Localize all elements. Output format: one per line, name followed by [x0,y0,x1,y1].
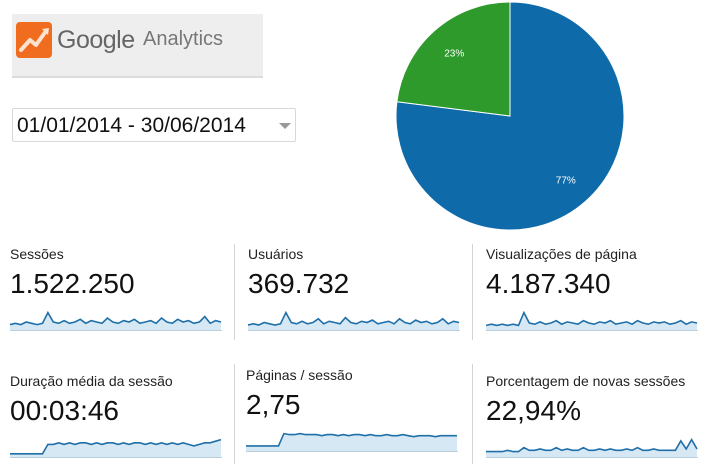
sparkline [246,432,458,452]
metric-label: Visualizações de página [486,246,637,262]
logo-analytics-text: Analytics [143,28,224,50]
sparkline-line [10,438,222,455]
pie-slice-label: 77% [556,175,576,186]
metric-label: Páginas / sessão [246,367,353,383]
metric-label: Duração média da sessão [10,373,173,389]
metric-value: 4.187.340 [486,268,611,299]
divider [472,244,473,340]
sparkline-line [486,437,698,453]
divider [234,364,235,464]
sparkline-area [246,433,457,451]
metric-label: Usuários [248,246,304,262]
sparkline-area [248,312,459,330]
sparkline-line [10,310,222,326]
metric-value: 00:03:46 [10,395,119,426]
sparkline-area [486,312,697,330]
logo-google-text: Google [57,26,135,54]
pie-slice-label: 23% [444,49,464,60]
sparkline-area [10,439,221,457]
sparkline [486,310,698,331]
sessions-pie-chart: 77% 23% [395,1,625,231]
sparkline-area [486,439,697,457]
metric-value: 2,75 [246,389,301,420]
sparkline-line [246,432,457,447]
sparkline-area [10,312,221,330]
metric-value: 22,94% [486,395,581,426]
divider [472,364,473,464]
sparkline-line [486,310,698,327]
sparkline [486,437,698,458]
metric-value: 1.522.250 [10,268,135,299]
date-range-picker[interactable]: 01/01/2014 - 30/06/2014 [12,108,296,142]
date-range-value: 01/01/2014 - 30/06/2014 [17,114,246,137]
metric-value: 369.732 [248,268,350,299]
sparkline [248,310,460,331]
google-analytics-logo: Google Analytics [12,14,263,78]
analytics-logo-icon [16,22,52,58]
metric-label: Sessões [10,246,64,262]
pie-slice [396,1,511,117]
sparkline [10,310,222,331]
divider [234,244,235,340]
metric-label: Porcentagem de novas sessões [486,373,686,389]
dropdown-arrow-icon[interactable] [279,123,291,129]
sparkline-line [248,310,460,326]
sparkline [10,438,222,458]
